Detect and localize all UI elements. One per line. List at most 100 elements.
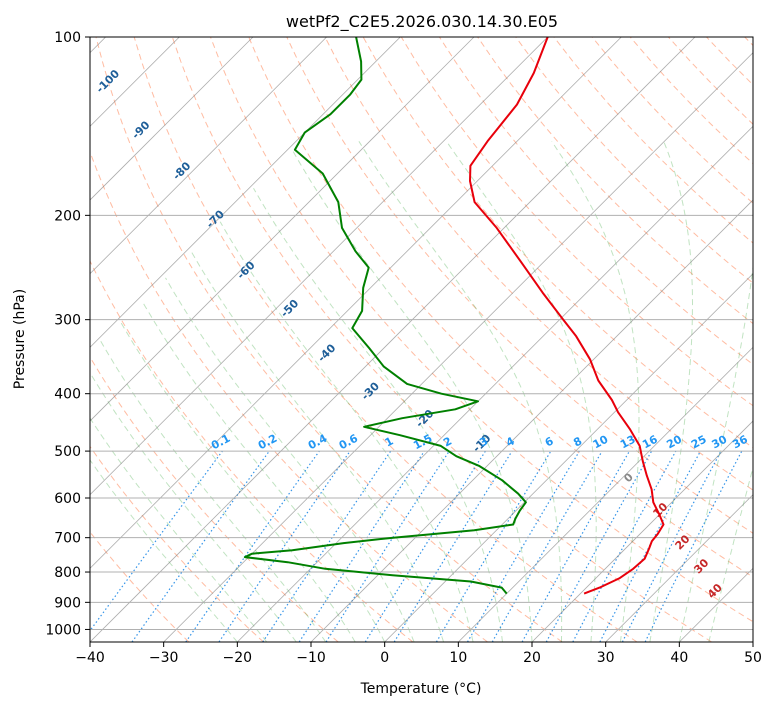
dry-adiabat-label: -60	[234, 258, 257, 281]
x-tick-label: 50	[744, 650, 762, 666]
y-tick-label: 500	[54, 444, 81, 460]
moist-adiabat-line	[90, 417, 268, 642]
mixing-ratio-line	[185, 450, 320, 642]
dry-adiabat-label: -40	[315, 341, 338, 364]
dry-adiabat-line	[248, 37, 753, 578]
moist-adiabat-line	[165, 277, 415, 642]
x-tick-label: −20	[223, 650, 253, 666]
y-tick-label: 700	[54, 531, 81, 547]
moist-adiabat-line	[446, 141, 597, 642]
mixing-ratio-line	[545, 450, 653, 642]
isotherm-line	[384, 273, 753, 642]
isotherm-line	[90, 37, 401, 348]
dry-adiabat-line	[553, 37, 753, 244]
mixing-ratio-line	[466, 450, 580, 642]
dry-adiabat-line	[90, 259, 414, 642]
mixing-ratio-label: 36	[730, 433, 750, 452]
mixing-ratio-line	[90, 450, 223, 632]
isotherm-line	[90, 37, 327, 275]
isotherm-line	[237, 125, 753, 642]
moist-adiabat-line	[649, 141, 693, 642]
y-axis-label: Pressure (hPa)	[12, 289, 28, 389]
mixing-ratio-line	[521, 450, 631, 642]
dry-adiabat-line	[95, 37, 563, 642]
isotherm-line	[90, 37, 254, 201]
mixing-ratio-line	[364, 450, 486, 642]
dry-adiabat-line	[171, 37, 712, 642]
y-tick-label: 300	[54, 313, 81, 329]
x-tick-label: −30	[149, 650, 179, 666]
isotherm-line	[310, 199, 753, 642]
y-tick-label: 600	[54, 491, 81, 507]
moist-adiabat-line	[90, 459, 238, 642]
isotherm-line	[90, 37, 696, 642]
isotherm-line	[90, 37, 622, 569]
mixing-ratio-line	[325, 450, 450, 642]
mixing-ratio-label: 0.1	[209, 432, 232, 453]
mixing-ratio-line	[393, 450, 513, 642]
temperature-profile-line	[469, 37, 665, 595]
x-tick-label: −10	[296, 650, 326, 666]
moist-adiabat-line	[142, 301, 386, 642]
dry-adiabat-line	[706, 37, 753, 86]
x-tick-label: 10	[449, 650, 467, 666]
mixing-ratio-line	[218, 450, 351, 642]
mixing-ratio-label: 6	[543, 434, 556, 449]
dry-adiabat-label: -90	[129, 118, 152, 141]
isotherm-line	[458, 346, 753, 642]
y-tick-label: 100	[54, 30, 81, 46]
mixing-ratio-label: 8	[571, 434, 584, 449]
x-tick-label: 0	[380, 650, 389, 666]
mixing-ratio-label: 1	[383, 434, 396, 449]
x-tick-label: 20	[523, 650, 541, 666]
dry-adiabat-label: -100	[94, 67, 123, 96]
isotherm-line	[605, 494, 753, 642]
dry-adiabat-line	[668, 37, 753, 125]
x-axis-label: Temperature (°C)	[360, 681, 482, 697]
moist-adiabat-label: 40	[705, 581, 725, 601]
y-tick-label: 900	[54, 595, 81, 611]
dry-adiabat-line	[515, 37, 753, 284]
plot-frame	[89, 36, 754, 643]
x-tick-label: 30	[597, 650, 615, 666]
mixing-ratio-label: 30	[710, 433, 730, 452]
dewpoint-profile-line	[243, 37, 527, 595]
dry-adiabat-line	[744, 37, 753, 47]
moist-adiabat-line	[90, 371, 297, 642]
moist-adiabat-line	[291, 149, 533, 642]
moist-adiabat-label: 0	[621, 470, 636, 485]
mixing-ratio-label: 20	[664, 433, 684, 452]
isotherm-line	[679, 567, 753, 642]
dry-adiabat-line	[90, 445, 264, 642]
chart-title: wetPf2_C2E5.2026.030.14.30.E05	[286, 12, 558, 32]
x-tick-label: 40	[670, 650, 688, 666]
dry-adiabat-line	[90, 531, 190, 642]
dry-adiabat-line	[210, 37, 753, 623]
dry-adiabat-line	[133, 37, 638, 642]
mixing-ratio-label: 25	[689, 433, 709, 452]
moist-adiabat-line	[219, 221, 474, 642]
moist-adiabat-line	[708, 465, 753, 642]
moist-adiabat-line	[118, 319, 356, 642]
mixing-ratio-line	[262, 450, 392, 642]
x-tick-label: −40	[75, 650, 105, 666]
y-tick-label: 800	[54, 565, 81, 581]
isotherm-line	[531, 420, 753, 642]
mixing-ratio-line	[572, 450, 677, 642]
dry-adiabat-label: -30	[359, 379, 382, 402]
mixing-ratio-line	[644, 450, 743, 642]
isotherm-line	[90, 37, 475, 422]
dry-adiabat-line	[591, 37, 753, 204]
dry-adiabat-line	[286, 37, 753, 534]
mixing-ratio-label: 13	[618, 433, 638, 452]
y-tick-label: 200	[54, 208, 81, 224]
mixing-ratio-label: 0.4	[306, 432, 330, 453]
mixing-ratio-line	[298, 450, 425, 642]
y-tick-label: 400	[54, 387, 81, 403]
dry-adiabat-label: -20	[413, 407, 436, 430]
dry-adiabat-line	[90, 356, 339, 642]
isotherm-line	[163, 52, 753, 642]
isotherm-line	[90, 37, 548, 496]
isotherm-line	[752, 641, 753, 642]
moist-adiabat-line	[190, 251, 445, 642]
